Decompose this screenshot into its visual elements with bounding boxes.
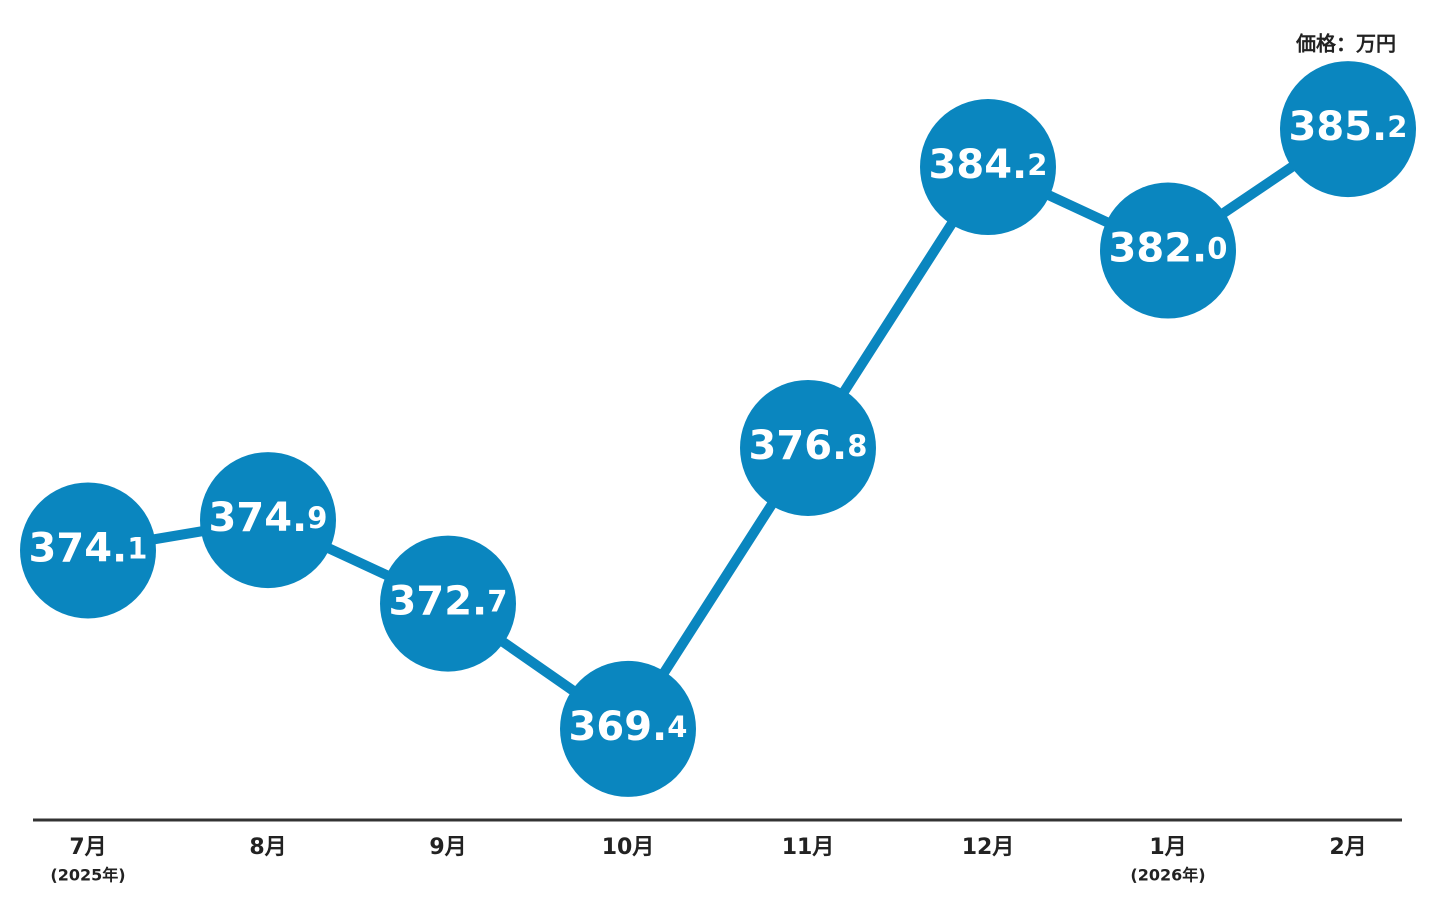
point	[1280, 61, 1416, 198]
x-tick-label: 8月	[249, 835, 286, 860]
value-label: 382.0	[1109, 226, 1228, 272]
point	[1100, 182, 1236, 319]
value-label: 374.1	[29, 525, 148, 571]
value-label: 369.4	[569, 704, 688, 750]
point	[560, 660, 696, 797]
x-tick-note: (2025年)	[50, 866, 125, 885]
unit-label: 価格：万円	[1295, 32, 1396, 56]
value-label: 372.7	[389, 579, 508, 625]
x-tick-label: 7月	[69, 835, 106, 860]
x-tick-label: 12月	[962, 835, 1015, 860]
x-tick-label: 10月	[602, 835, 655, 860]
x-tick-label: 11月	[782, 835, 835, 860]
x-tick-label: 9月	[429, 835, 466, 860]
value-label: 376.8	[749, 423, 868, 469]
point	[200, 452, 336, 589]
x-tick-note: (2026年)	[1130, 866, 1205, 885]
value-label: 374.9	[209, 495, 328, 541]
point	[740, 379, 876, 516]
x-tick-label: 1月	[1149, 835, 1186, 860]
x-tick-label: 2月	[1329, 835, 1366, 860]
point	[920, 99, 1056, 236]
value-label: 385.2	[1289, 104, 1408, 150]
point	[380, 535, 516, 672]
point	[20, 482, 156, 619]
value-label: 384.2	[929, 142, 1048, 188]
